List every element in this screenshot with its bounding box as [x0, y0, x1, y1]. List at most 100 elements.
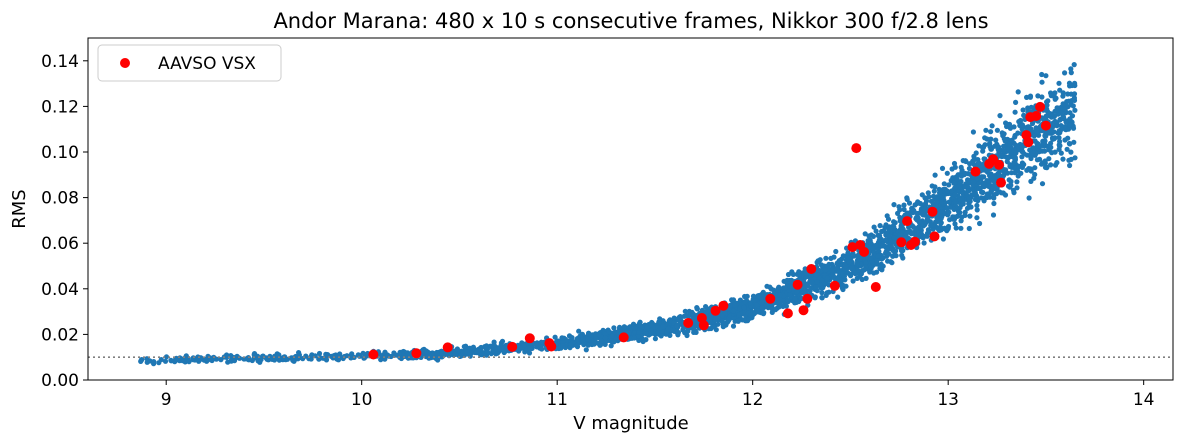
field-star-point [539, 346, 545, 352]
field-star-point [814, 279, 820, 285]
field-star-point [879, 256, 885, 262]
field-star-point [846, 259, 852, 265]
field-star-point [591, 341, 597, 347]
field-star-point [249, 357, 255, 364]
field-star-point [1014, 179, 1020, 185]
field-star-point [643, 337, 649, 343]
field-star-point [859, 276, 865, 283]
field-star-point [1015, 130, 1021, 136]
field-star-point [924, 216, 931, 222]
y-axis: 0.00 0.02 0.04 0.06 0.08 0.10 0.12 0.14 [41, 52, 88, 391]
field-star-point [979, 174, 985, 180]
field-star-point [1071, 139, 1077, 145]
field-star-point [1060, 156, 1066, 162]
field-star-point [1068, 156, 1074, 162]
field-star-point [877, 223, 883, 229]
field-star-point [952, 185, 958, 191]
y-tick-label: 0.02 [41, 325, 79, 345]
vsx-point [1023, 137, 1034, 148]
field-star-point [1000, 173, 1006, 179]
field-star-point [168, 358, 174, 364]
field-star-point [593, 335, 599, 341]
field-star-point [715, 321, 721, 327]
x-tick-label: 12 [742, 390, 764, 410]
y-tick-label: 0.00 [41, 371, 79, 391]
field-star-point [946, 209, 952, 215]
field-star-point [875, 253, 881, 259]
vsx-point [970, 166, 981, 177]
field-star-point [337, 351, 343, 357]
field-star-point [951, 180, 957, 186]
field-star-point [1019, 122, 1025, 128]
field-star-point [966, 195, 972, 202]
field-star-point [401, 353, 408, 359]
vsx-point [792, 279, 803, 290]
field-star-point [946, 199, 952, 205]
field-star-point [787, 292, 793, 298]
field-star-point [596, 331, 602, 338]
field-star-point [818, 262, 825, 268]
field-star-point [874, 269, 880, 275]
field-star-point [1052, 149, 1058, 155]
field-star-point [731, 302, 738, 308]
field-star-point [730, 308, 737, 314]
field-star-point [438, 350, 444, 356]
field-star-point [1060, 113, 1066, 119]
field-star-point [1001, 143, 1007, 149]
field-star-point [990, 212, 997, 218]
field-star-point [316, 350, 323, 357]
field-star-point [464, 349, 470, 355]
field-star-point [467, 345, 473, 351]
field-star-point [730, 323, 737, 329]
field-star-point [988, 136, 994, 142]
field-star-point [785, 297, 791, 304]
field-star-point [631, 335, 637, 341]
field-star-point [521, 342, 527, 348]
field-star-point [935, 226, 942, 232]
field-star-point [461, 344, 467, 350]
x-tick-label: 14 [1133, 390, 1155, 410]
field-star-point [897, 232, 903, 238]
field-star-point [660, 324, 666, 330]
field-star-point [819, 295, 825, 301]
field-star-point [986, 179, 993, 185]
legend-marker [120, 58, 130, 68]
field-star-point [775, 287, 781, 293]
field-star-point [1039, 71, 1045, 78]
field-star-point [863, 260, 869, 266]
field-star-point [1056, 146, 1062, 152]
field-star-point [632, 325, 638, 331]
field-star-point [913, 214, 920, 221]
field-star-point [952, 221, 958, 227]
field-star-point [909, 205, 915, 212]
field-star-point [756, 293, 763, 299]
field-star-point [737, 297, 744, 303]
field-star-point [884, 213, 890, 219]
field-star-point [878, 242, 884, 248]
field-star-point [924, 230, 931, 236]
field-star-point [1039, 79, 1045, 85]
field-star-point [760, 289, 766, 295]
field-star-point [972, 191, 979, 197]
field-star-point [776, 304, 782, 310]
field-star-point [839, 282, 846, 288]
field-star-point [962, 209, 968, 215]
field-star-point [674, 323, 680, 329]
field-star-point [850, 251, 856, 257]
vsx-point [507, 341, 518, 352]
vsx-point [829, 280, 840, 291]
field-star-point [231, 358, 238, 364]
field-star-point [901, 206, 907, 213]
field-star-point [257, 359, 263, 365]
field-star-point [938, 220, 944, 226]
vsx-point [1040, 120, 1051, 131]
field-star-point [966, 165, 973, 172]
field-star-point [1042, 133, 1048, 139]
field-star-point [876, 237, 883, 243]
field-star-point [971, 179, 977, 185]
x-tick-label: 9 [161, 390, 172, 410]
field-star-point [916, 219, 923, 225]
field-star-point [151, 359, 157, 365]
field-star-point [290, 357, 296, 363]
field-star-point [964, 205, 971, 211]
